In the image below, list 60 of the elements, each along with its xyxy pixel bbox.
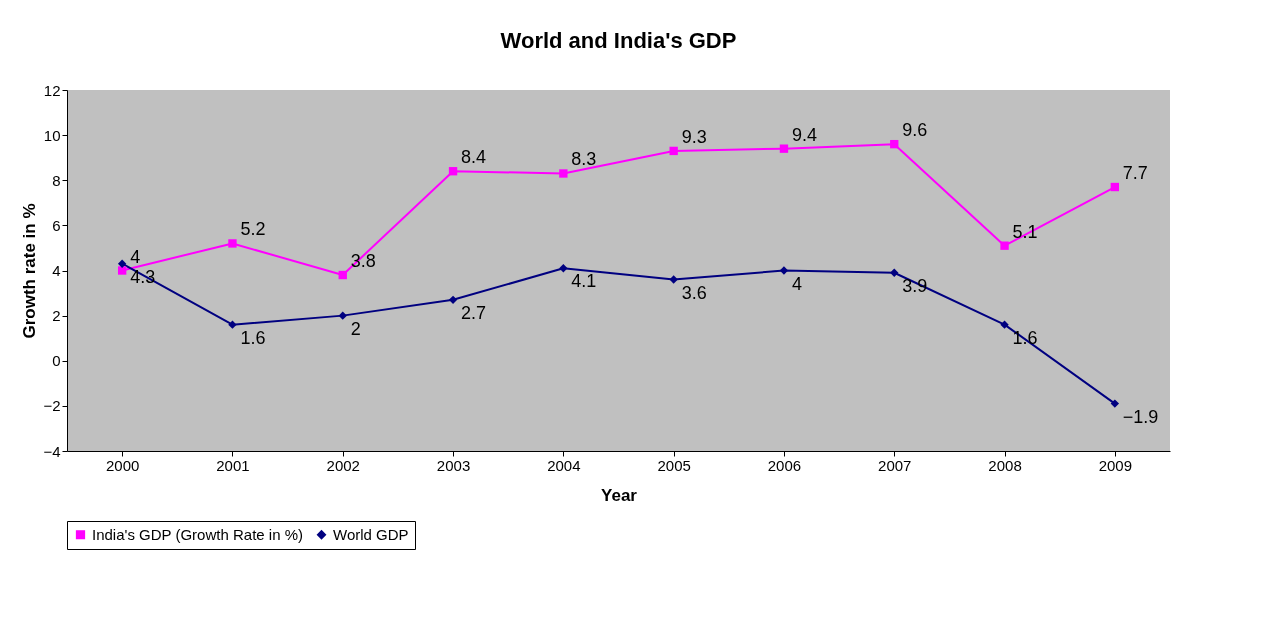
y-tick-label: 10: [43, 126, 61, 144]
point: [228, 239, 237, 248]
data-label: 3.6: [681, 282, 707, 303]
x-tick-label: 2002: [326, 456, 360, 474]
x-tick-label: 2000: [105, 456, 140, 474]
data-label: 3.9: [902, 275, 928, 296]
legend-label: World GDP: [333, 525, 409, 543]
data-label: 2.7: [461, 302, 487, 323]
data-label: 5.2: [240, 219, 266, 240]
point: [117, 266, 127, 275]
data-label: 1.6: [240, 327, 266, 348]
data-label: 2: [350, 318, 361, 339]
point: [1000, 320, 1009, 329]
x-axis-title: Year: [601, 485, 638, 505]
point: [338, 311, 347, 320]
point: [338, 270, 347, 280]
x-tick-label: 2007: [878, 456, 912, 474]
data-label: 8.3: [571, 149, 597, 170]
point: [1110, 182, 1120, 192]
point: [890, 139, 899, 149]
point: [779, 266, 789, 275]
legend-label: India's GDP (Growth Rate in %): [92, 525, 303, 543]
y-tick-label: 2: [52, 307, 61, 325]
point: [117, 259, 127, 268]
y-tick-label: 4: [52, 262, 61, 279]
x-tick-label: 2001: [216, 456, 250, 474]
point: [228, 320, 237, 329]
point: [779, 144, 789, 153]
data-label: 4: [130, 246, 141, 267]
y-axis-title: Growth rate in %: [20, 203, 40, 339]
x-tick-label: 2003: [436, 456, 471, 474]
y-tick-label: 0: [52, 352, 61, 370]
data-label: 9.6: [902, 120, 928, 141]
y-tick-label: −2: [43, 397, 61, 415]
y-tick-label: 12: [43, 81, 61, 99]
point: [1000, 241, 1009, 250]
chart-title: World and India's GDP: [500, 28, 737, 53]
data-label: −1.9: [1122, 406, 1159, 427]
point: [1110, 399, 1120, 408]
point: [669, 146, 678, 156]
data-label: 9.3: [681, 126, 707, 147]
y-tick-label: 6: [52, 216, 61, 234]
point: [448, 167, 458, 176]
x-tick-label: 2009: [1098, 456, 1133, 474]
point: [669, 275, 678, 284]
point: [448, 295, 458, 305]
y-tick-label: −4: [43, 442, 61, 460]
x-tick-label: 2008: [988, 456, 1022, 474]
data-label: 9.4: [791, 124, 817, 145]
data-label: 8.4: [461, 147, 487, 168]
data-label: 4: [791, 273, 802, 294]
point: [559, 264, 568, 273]
data-label: 7.7: [1122, 163, 1148, 184]
x-tick-label: 2004: [547, 456, 581, 474]
x-tick-label: 2005: [657, 456, 691, 474]
point: [559, 169, 568, 178]
x-tick-label: 2006: [767, 456, 802, 474]
data-label: 4.1: [571, 271, 597, 292]
point: [890, 268, 899, 277]
y-tick-label: 8: [52, 171, 61, 189]
